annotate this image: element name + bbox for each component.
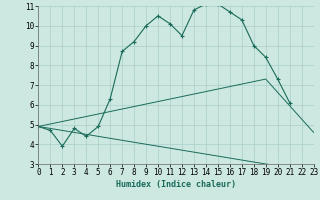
- X-axis label: Humidex (Indice chaleur): Humidex (Indice chaleur): [116, 180, 236, 189]
